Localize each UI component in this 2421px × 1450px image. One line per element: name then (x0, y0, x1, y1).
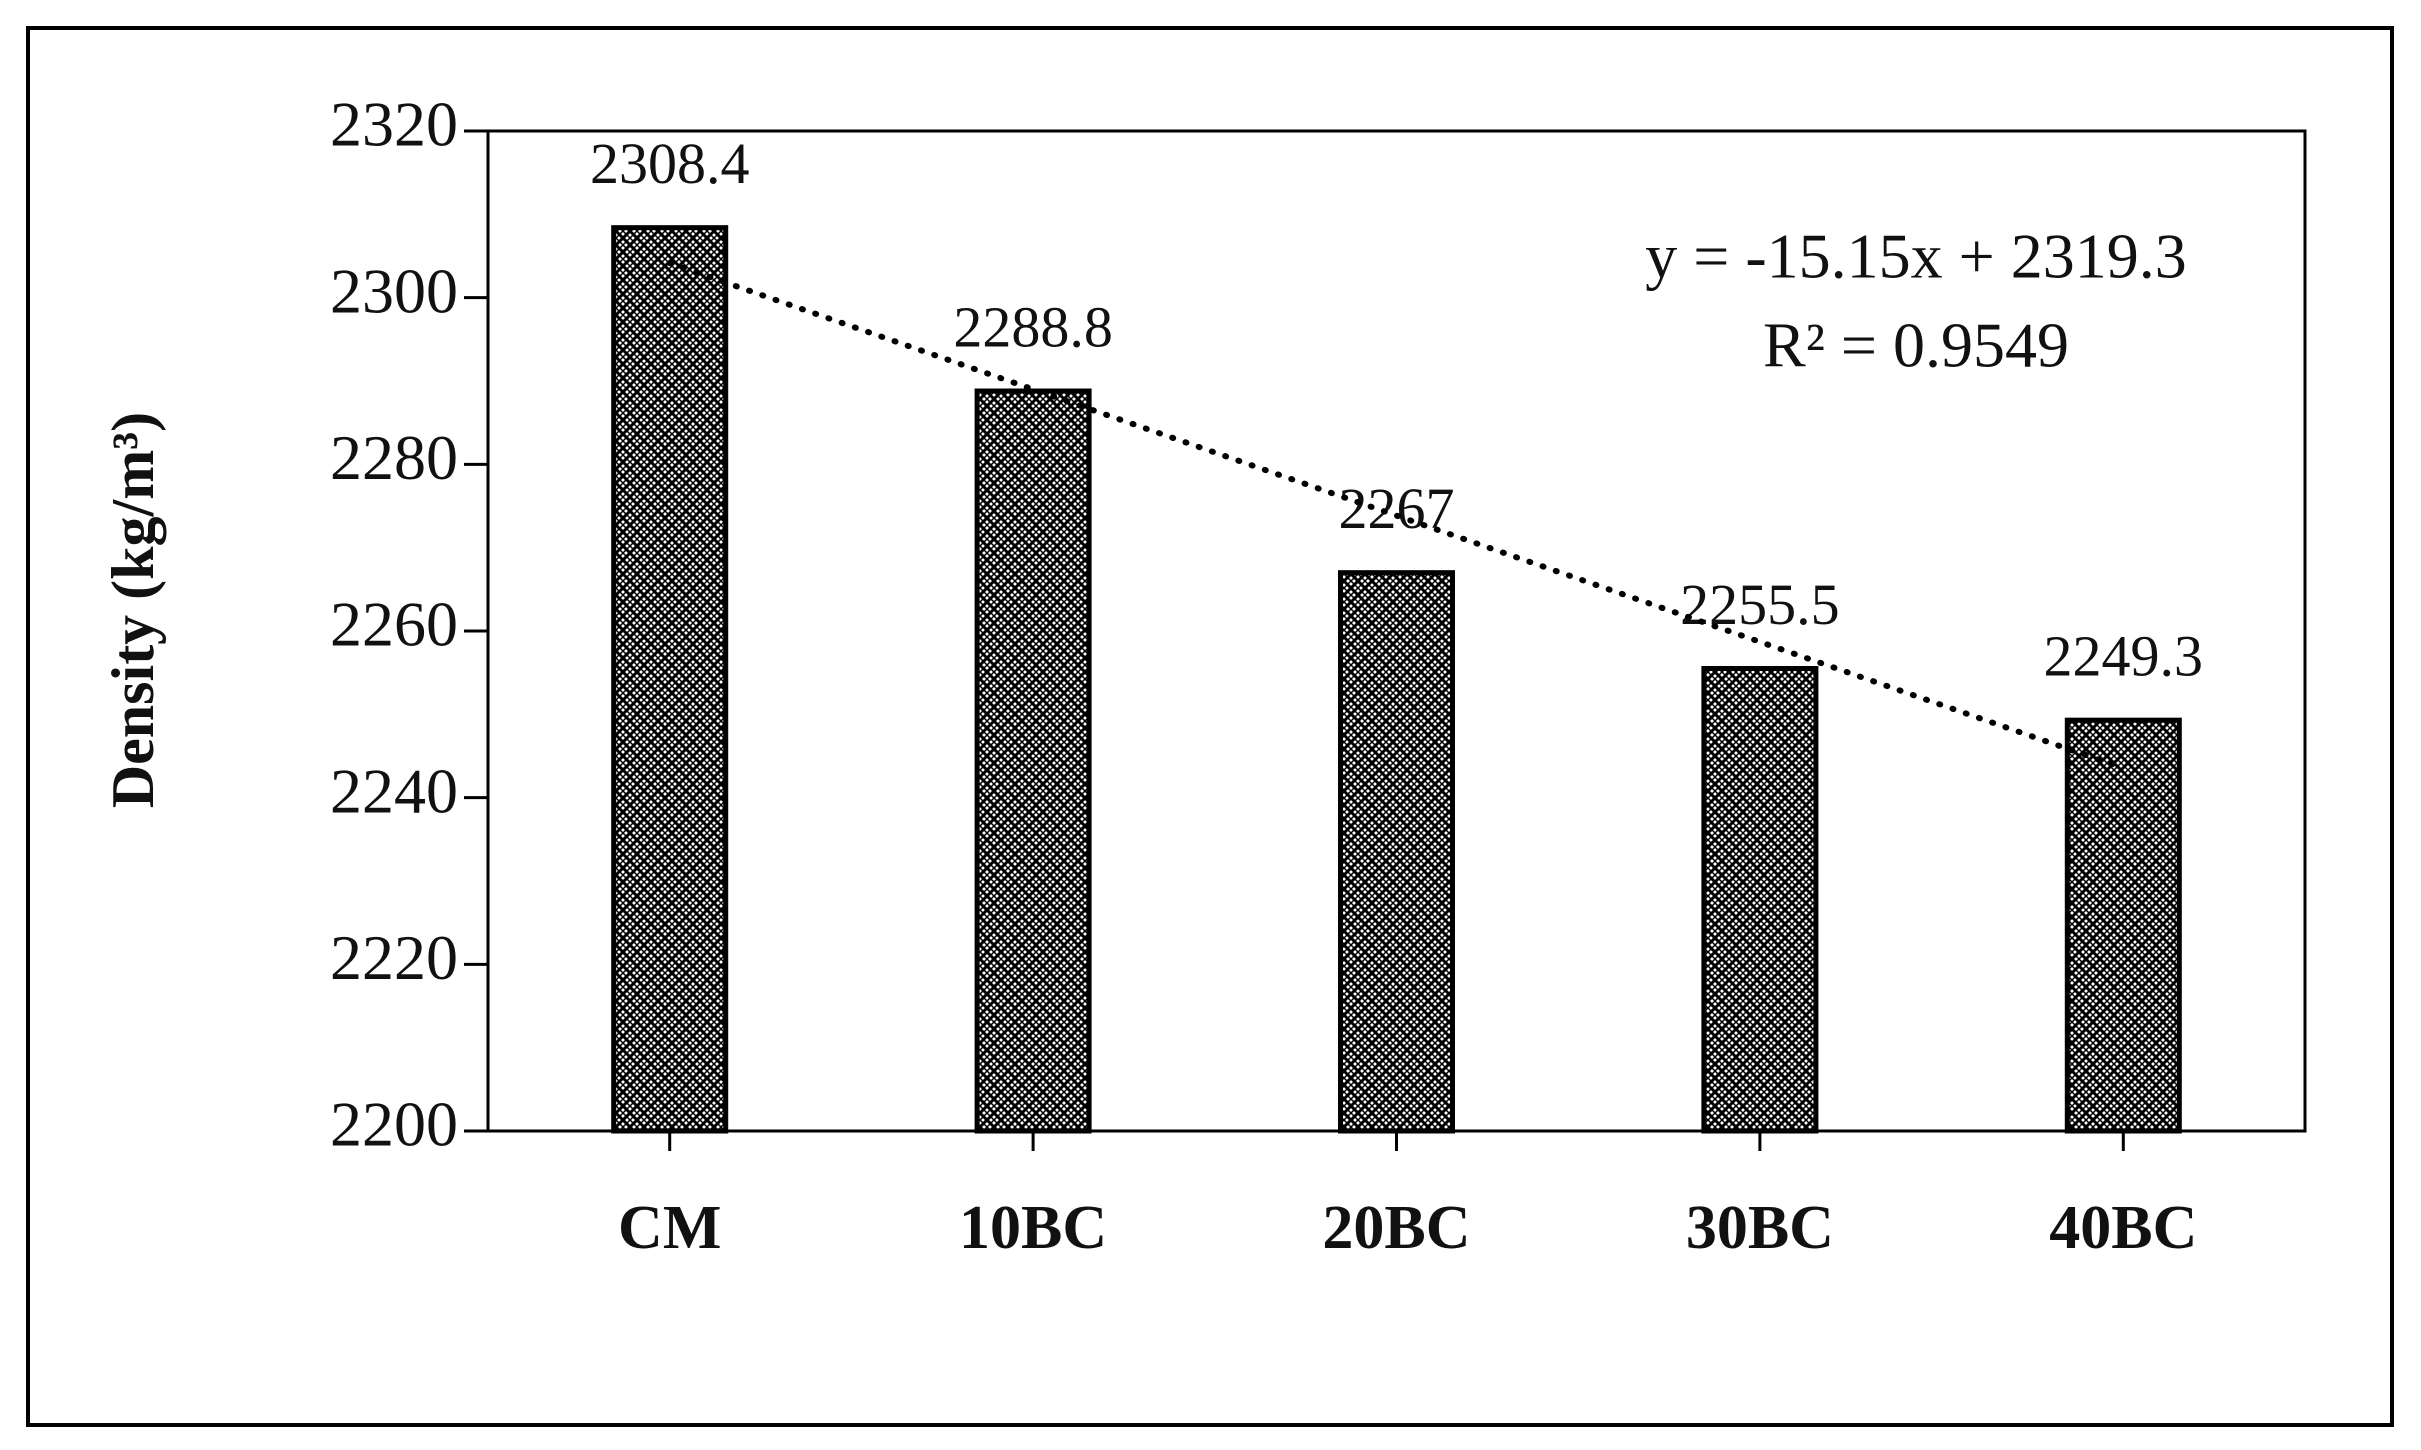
bar (1701, 666, 1819, 1134)
bar (1338, 570, 1455, 1134)
data-label: 2255.5 (1680, 572, 1840, 637)
bar (974, 388, 1092, 1134)
trend-r-squared: R² = 0.9549 (1763, 310, 2069, 381)
y-tick-label: 2320 (330, 89, 458, 160)
data-label: 2288.8 (953, 294, 1113, 359)
x-tick-label: 20BC (1322, 1194, 1470, 1262)
y-axis-label: Density (kg/m³) (100, 412, 166, 808)
y-tick-label: 2300 (330, 255, 458, 326)
frame (26, 26, 2394, 1427)
x-tick-label: CM (618, 1194, 721, 1262)
trend-equation: y = -15.15x + 2319.3 (1645, 221, 2187, 292)
data-label: 2249.3 (2044, 623, 2204, 688)
y-tick-label: 2260 (330, 589, 458, 660)
bar (611, 225, 729, 1134)
y-tick-label: 2280 (330, 422, 458, 493)
x-tick-label: 10BC (959, 1194, 1107, 1262)
data-label: 2308.4 (590, 131, 750, 196)
y-tick-label: 2220 (330, 922, 458, 993)
y-tick-label: 2240 (330, 755, 458, 826)
y-tick-label: 2200 (330, 1089, 458, 1160)
trendline (666, 260, 2127, 772)
x-tick-label: 30BC (1686, 1194, 1834, 1262)
bar (2064, 717, 2182, 1134)
x-tick-label: 40BC (2049, 1194, 2197, 1262)
